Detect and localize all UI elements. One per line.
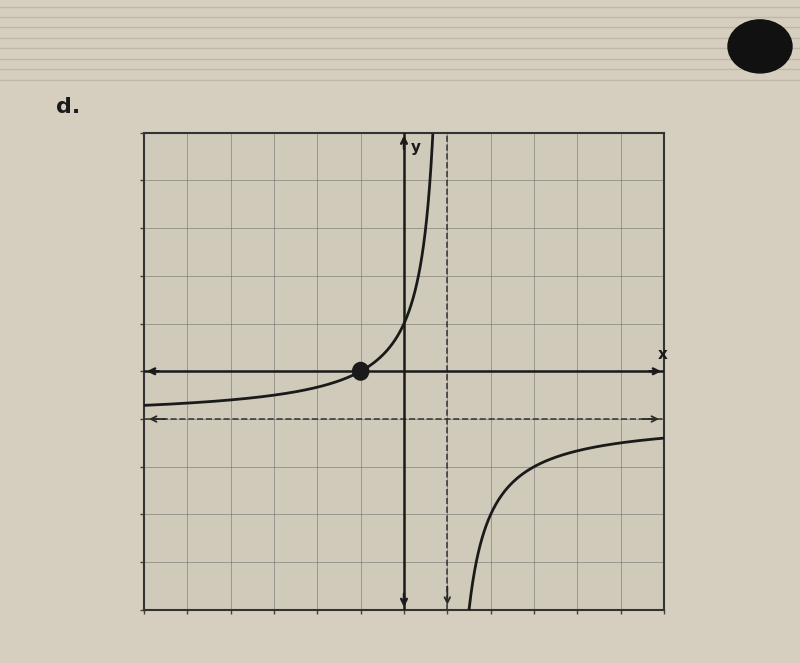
Text: x: x	[658, 347, 667, 363]
Text: d.: d.	[56, 97, 80, 117]
Text: y: y	[410, 140, 421, 154]
Circle shape	[354, 363, 368, 379]
